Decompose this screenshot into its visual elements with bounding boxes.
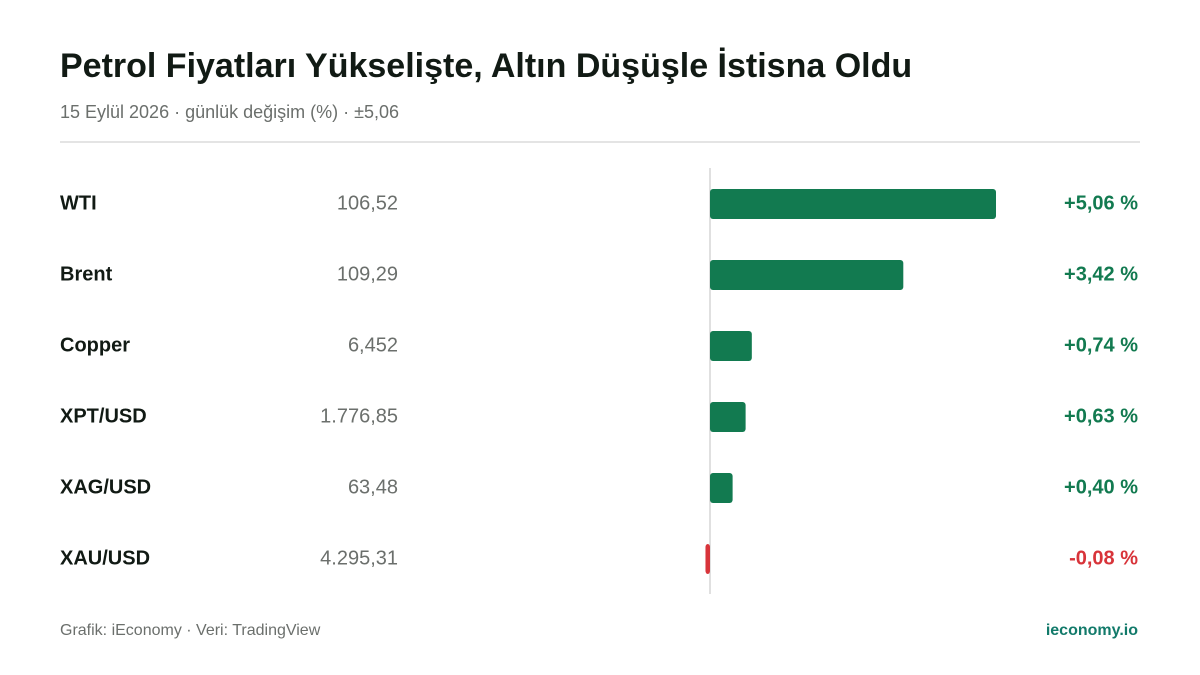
category-label: XAU/USD [60, 547, 150, 569]
category-label: Brent [60, 263, 113, 285]
value-label: +0,63 % [1064, 405, 1138, 427]
bar [710, 473, 733, 503]
value-label: -0,08 % [1069, 547, 1138, 569]
chart-subtitle: 15 Eylül 2026 · günlük değişim (%) · ±5,… [60, 102, 399, 122]
category-label: XPT/USD [60, 405, 147, 427]
bar [705, 544, 710, 574]
price-label: 109,29 [337, 263, 398, 285]
category-label: Copper [60, 334, 130, 356]
bar [710, 260, 904, 290]
value-label: +3,42 % [1064, 263, 1138, 285]
price-label: 1.776,85 [320, 405, 398, 427]
brand: ieconomy.io [1046, 622, 1138, 639]
price-label: 63,48 [348, 476, 398, 498]
category-label: XAG/USD [60, 476, 151, 498]
bar [710, 402, 746, 432]
value-label: +5,06 % [1064, 192, 1138, 214]
bar [710, 331, 752, 361]
category-label: WTI [60, 192, 97, 214]
price-label: 4.295,31 [320, 547, 398, 569]
price-label: 6,452 [348, 334, 398, 356]
source-note: Grafik: iEconomy · Veri: TradingView [60, 622, 321, 639]
value-label: +0,74 % [1064, 334, 1138, 356]
chart-title: Petrol Fiyatları Yükselişte, Altın Düşüş… [60, 47, 912, 85]
bar [710, 189, 996, 219]
price-label: 106,52 [337, 192, 398, 214]
value-label: +0,40 % [1064, 476, 1138, 498]
